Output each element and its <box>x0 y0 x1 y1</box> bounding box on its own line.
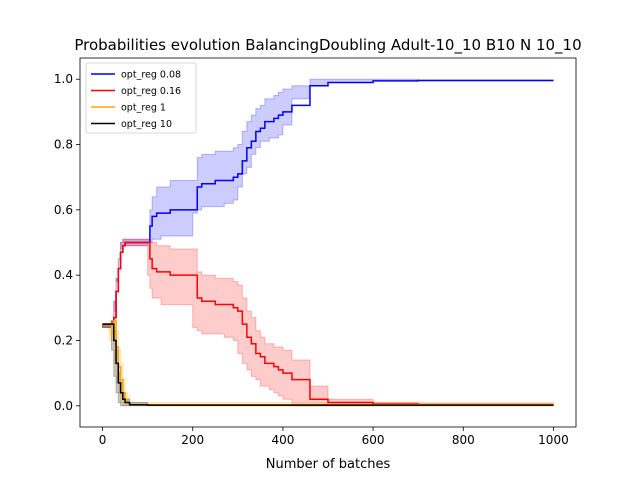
line-series-4 <box>102 323 554 406</box>
y-tick-label: 0.6 <box>54 203 73 217</box>
legend-entry-label: opt_reg 0.16 <box>121 86 181 97</box>
x-tick-label: 400 <box>271 433 294 447</box>
x-tick-label: 0 <box>99 433 107 447</box>
x-axis-ticks: 0 200 400 600 800 1000 <box>99 427 569 447</box>
legend-entry-label: opt_reg 0.08 <box>121 70 181 81</box>
x-tick-label: 800 <box>452 433 475 447</box>
chart-title: Probabilities evolution BalancingDoublin… <box>74 36 581 55</box>
legend: opt_reg 0.08 opt_reg 0.16 opt_reg 1 opt_reg… <box>85 62 197 134</box>
x-tick-label: 200 <box>181 433 204 447</box>
legend-entry-label: opt_reg 10 <box>121 119 172 130</box>
x-tick-label: 1000 <box>538 433 569 447</box>
x-axis-label: Number of batches <box>266 457 391 472</box>
plot-frame <box>79 57 577 428</box>
y-tick-label: 0.2 <box>54 333 73 347</box>
y-tick-label: 0.8 <box>54 138 73 152</box>
legend-box <box>85 62 197 134</box>
y-axis-ticks: 0.0 0.2 0.4 0.6 0.8 1.0 <box>54 72 80 413</box>
band-series-2 <box>102 238 554 407</box>
y-tick-label: 0.4 <box>54 268 73 282</box>
y-tick-label: 1.0 <box>54 72 73 86</box>
y-tick-label: 0.0 <box>54 399 73 413</box>
series-lines <box>102 79 555 406</box>
line-series-2 <box>102 241 554 406</box>
x-tick-label: 600 <box>362 433 385 447</box>
band-series-1 <box>102 78 554 328</box>
legend-entry-label: opt_reg 1 <box>121 103 166 114</box>
